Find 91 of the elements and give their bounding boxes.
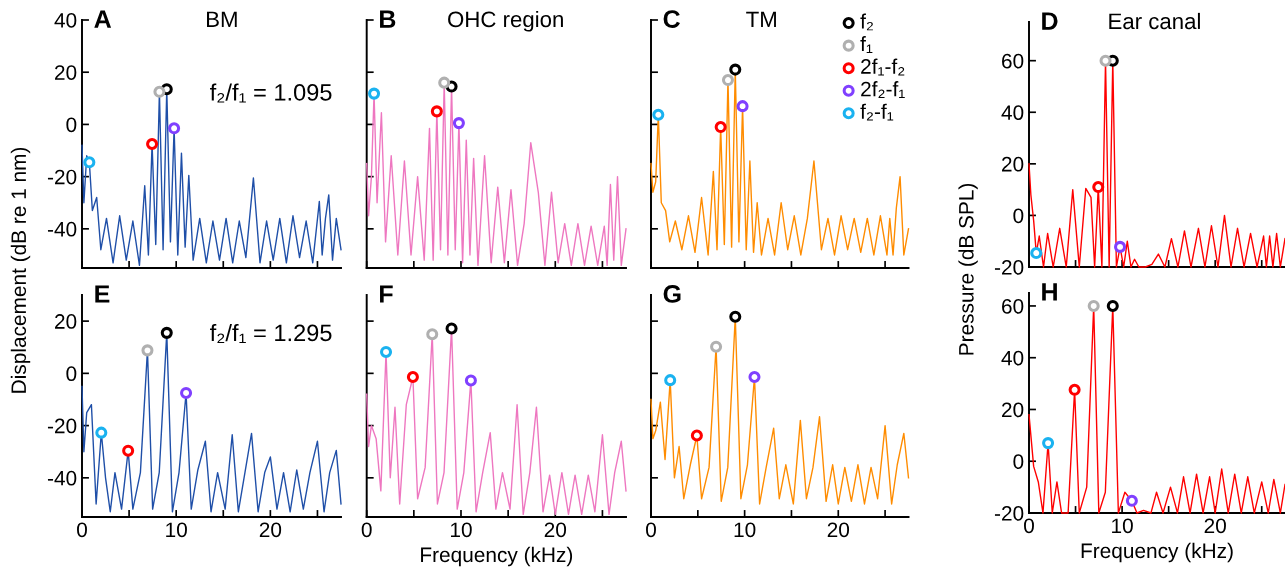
- x-tick-label: 0: [361, 522, 372, 538]
- x-tick-label: 20: [544, 522, 567, 538]
- legend-label: f₂-f₁: [860, 103, 894, 121]
- point: [1099, 54, 1112, 67]
- point: [122, 444, 135, 457]
- y-axis-title: Pressure (dB SPL): [958, 183, 978, 355]
- point: [153, 85, 166, 98]
- point: [146, 137, 159, 151]
- point: [368, 87, 381, 100]
- x-tick-label: 10: [166, 522, 187, 538]
- y-tick-label: -40: [47, 221, 77, 237]
- y-tick-label: 20: [55, 65, 77, 80]
- point: [1125, 494, 1138, 507]
- y-tick-label: -20: [994, 260, 1024, 275]
- y-axis-title: Displacement (dB re 1 nm): [10, 147, 31, 393]
- point: [1092, 181, 1105, 194]
- y-tick-label: 40: [1001, 350, 1024, 366]
- point: [160, 326, 173, 339]
- point: [445, 322, 458, 335]
- legend-label: f₂: [860, 13, 873, 31]
- chart-title: BM: [207, 11, 237, 27]
- y-tick-label: -20: [47, 169, 77, 185]
- y-tick-label: 40: [1001, 105, 1024, 121]
- point: [464, 374, 477, 387]
- y-tick-label: -40: [47, 470, 77, 486]
- y-tick-label: 60: [1002, 53, 1024, 69]
- point: [1068, 383, 1081, 396]
- annotation: H: [1042, 283, 1057, 301]
- x-tick-label: 0: [1024, 518, 1034, 534]
- chart-title: TM: [746, 11, 776, 27]
- y-tick-label: 20: [55, 314, 77, 329]
- legend-label: 2f₂-f₁: [861, 81, 905, 98]
- x-tick-label: 10: [1112, 518, 1133, 534]
- y-tick-label: 40: [54, 13, 77, 28]
- y-tick-label: 0: [66, 366, 77, 382]
- annotation: f₂/f₁ = 1.295: [210, 323, 332, 344]
- point: [721, 74, 734, 87]
- x-tick-label: 10: [450, 522, 472, 538]
- y-tick-label: 0: [1013, 454, 1024, 469]
- x-tick-label: 20: [827, 522, 850, 538]
- point: [438, 76, 451, 89]
- y-tick-label: -20: [994, 506, 1024, 521]
- x-axis-title: Frequency (kHz): [1081, 542, 1233, 563]
- y-tick-label: 20: [1002, 156, 1024, 172]
- y-tick-label: 60: [1002, 298, 1024, 314]
- y-tick-label: 20: [1002, 402, 1024, 418]
- point: [690, 429, 703, 442]
- chart-title: Ear canal: [1109, 12, 1200, 30]
- annotation: B: [380, 10, 396, 28]
- y-tick-label: 0: [66, 117, 77, 133]
- point: [714, 121, 727, 134]
- point: [83, 156, 96, 169]
- annotation: G: [663, 285, 681, 303]
- annotation: f₂/f₁ = 1.095: [210, 83, 332, 103]
- chart-title: OHC region: [448, 10, 563, 32]
- point: [180, 386, 193, 399]
- point: [1114, 240, 1127, 253]
- x-axis-title: Frequency (kHz): [421, 546, 573, 567]
- point: [736, 100, 749, 113]
- annotation: A: [94, 10, 112, 28]
- x-tick-label: 20: [1204, 518, 1226, 534]
- annotation: F: [380, 285, 393, 303]
- x-tick-label: 0: [646, 522, 656, 538]
- point: [710, 340, 723, 353]
- y-tick-label: -20: [47, 418, 77, 434]
- point: [168, 122, 181, 135]
- annotation: E: [95, 285, 110, 303]
- legend-label: 2f₁-f₂: [861, 58, 905, 76]
- x-tick-label: 0: [77, 522, 87, 538]
- point: [664, 374, 677, 387]
- annotation: C: [663, 10, 680, 28]
- point: [1087, 299, 1100, 312]
- x-tick-label: 10: [734, 522, 756, 538]
- point: [1042, 437, 1055, 450]
- point: [426, 328, 439, 341]
- point: [652, 108, 665, 121]
- point: [1106, 299, 1119, 312]
- y-tick-label: 0: [1013, 208, 1024, 224]
- point: [430, 105, 443, 118]
- annotation: D: [1042, 12, 1058, 30]
- x-tick-label: 20: [259, 522, 282, 538]
- point: [729, 310, 742, 323]
- point: [380, 345, 393, 358]
- point: [406, 370, 419, 384]
- point: [95, 426, 108, 439]
- point: [1030, 247, 1043, 260]
- point: [141, 344, 154, 357]
- point: [452, 117, 465, 130]
- legend-label: f₁: [860, 36, 873, 53]
- point: [729, 63, 742, 76]
- point: [748, 370, 761, 384]
